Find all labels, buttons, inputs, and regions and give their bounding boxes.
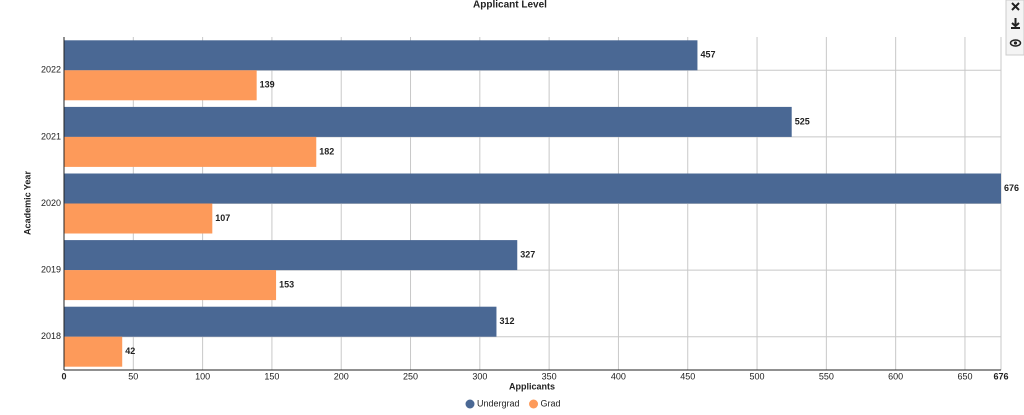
bar xyxy=(64,306,497,337)
close-icon[interactable] xyxy=(1011,2,1020,11)
bar xyxy=(64,106,792,137)
bar xyxy=(64,270,277,301)
x-tick-label: 400 xyxy=(611,371,626,381)
x-tick-label: 550 xyxy=(819,371,834,381)
x-axis-label: Applicants xyxy=(509,381,555,391)
view-icon-pupil xyxy=(1013,41,1018,45)
y-tick-label: 2018 xyxy=(41,331,61,341)
bar xyxy=(64,136,317,167)
data-label: 457 xyxy=(700,50,715,60)
data-label: 312 xyxy=(499,316,514,326)
data-label: 153 xyxy=(279,279,294,289)
data-label: 676 xyxy=(1004,183,1019,193)
legend-marker xyxy=(529,399,539,409)
data-label: 327 xyxy=(520,249,535,259)
legend: Undergrad Grad xyxy=(465,398,561,409)
legend-label: Undergrad xyxy=(477,398,520,408)
bar xyxy=(64,173,1001,204)
bar xyxy=(64,336,123,367)
chart-title: Applicant Level xyxy=(473,0,547,11)
x-tick-label: 150 xyxy=(264,371,279,381)
view-icon[interactable] xyxy=(1009,39,1022,47)
data-label: 182 xyxy=(319,146,334,156)
x-tick-label: 500 xyxy=(750,371,765,381)
x-tick-label: 350 xyxy=(542,371,557,381)
x-tick-label: 100 xyxy=(195,371,210,381)
bar xyxy=(64,70,257,101)
data-label: 42 xyxy=(125,346,135,356)
x-tick-label: 650 xyxy=(957,371,972,381)
data-label: 525 xyxy=(795,116,810,126)
y-tick-label: 2020 xyxy=(41,198,61,208)
x-tick-label: 0 xyxy=(61,371,66,381)
y-tick-label: 2019 xyxy=(41,264,61,274)
x-tick-label: 250 xyxy=(403,371,418,381)
y-tick-label: 2022 xyxy=(41,65,61,75)
y-tick-label: 2021 xyxy=(41,131,61,141)
x-tick-label: 600 xyxy=(888,371,903,381)
x-tick-label: 450 xyxy=(680,371,695,381)
x-tick-label: 200 xyxy=(334,371,349,381)
data-label: 139 xyxy=(260,80,275,90)
bar xyxy=(64,240,518,271)
y-axis-label: Academic Year xyxy=(22,171,32,235)
x-tick-label: 676 xyxy=(993,371,1008,381)
x-tick-label: 50 xyxy=(128,371,138,381)
data-label: 107 xyxy=(215,213,230,223)
toolbar xyxy=(1005,0,1024,56)
legend-marker xyxy=(465,399,475,409)
x-tick-label: 300 xyxy=(472,371,487,381)
bar xyxy=(64,40,698,71)
legend-label: Grad xyxy=(541,398,561,408)
bar xyxy=(64,203,213,234)
download-icon[interactable] xyxy=(1011,18,1020,29)
